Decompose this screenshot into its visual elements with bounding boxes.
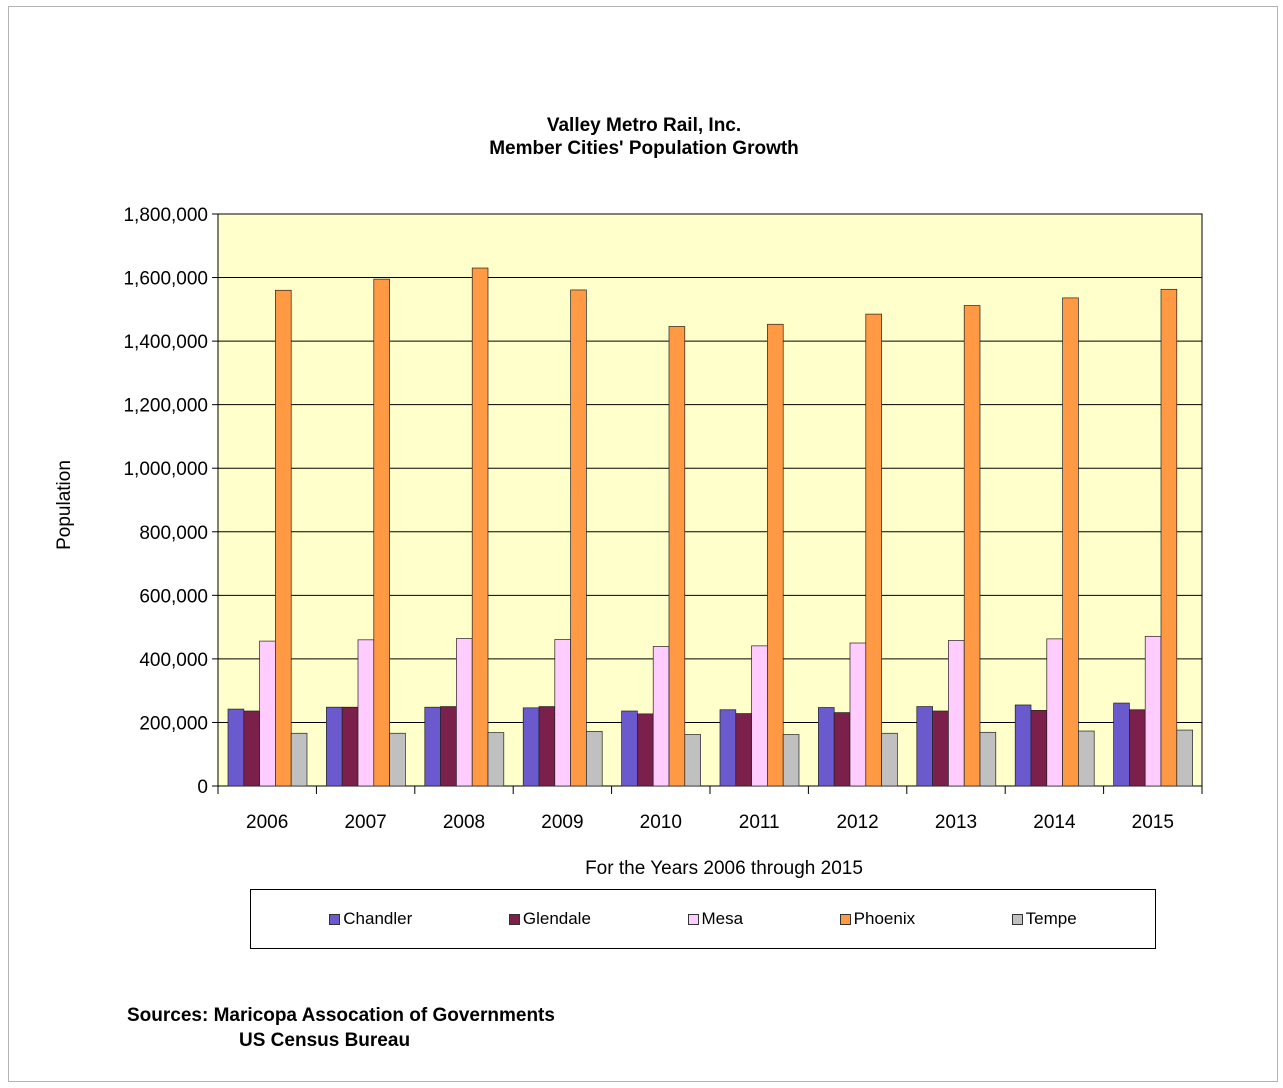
- x-axis-label: For the Years 2006 through 2015: [585, 858, 863, 879]
- legend-swatch: [329, 913, 341, 925]
- legend-item-tempe: Tempe: [1011, 909, 1077, 929]
- legend-label: Glendale: [522, 909, 591, 928]
- bar-phoenix-2011: [767, 323, 784, 787]
- bar-chandler-2010: [621, 710, 638, 787]
- bar-tempe-2013: [979, 731, 997, 787]
- bar-tempe-2015: [1176, 729, 1193, 787]
- bar-phoenix-2008: [471, 267, 489, 787]
- bar-chandler-2007: [326, 706, 343, 787]
- bar-glendale-2013: [932, 710, 949, 787]
- x-tick-label: 2013: [935, 812, 977, 833]
- bars: [227, 267, 1193, 787]
- bar-chandler-2012: [818, 707, 835, 787]
- bar-glendale-2008: [440, 706, 457, 787]
- y-tick-label: 0: [197, 777, 208, 798]
- bar-chandler-2008: [424, 706, 441, 787]
- bar-mesa-2014: [1046, 638, 1063, 787]
- legend-item-glendale: Glendale: [508, 909, 591, 929]
- bar-glendale-2007: [341, 706, 359, 787]
- bar-glendale-2011: [735, 713, 752, 787]
- y-tick-label: 600,000: [139, 586, 208, 607]
- legend-swatch: [508, 913, 520, 925]
- bar-mesa-2011: [751, 645, 768, 787]
- bar-tempe-2010: [684, 734, 701, 787]
- bar-mesa-2013: [948, 640, 965, 787]
- legend-label: Tempe: [1025, 909, 1077, 928]
- bar-glendale-2015: [1129, 709, 1146, 787]
- bar-chandler-2014: [1014, 704, 1032, 787]
- x-tick-label: 2007: [344, 812, 386, 833]
- bar-mesa-2012: [849, 642, 867, 787]
- bar-chandler-2009: [522, 707, 540, 787]
- bar-chandler-2006: [227, 708, 245, 787]
- bar-tempe-2008: [487, 732, 505, 787]
- bar-mesa-2009: [554, 639, 571, 787]
- bar-glendale-2006: [243, 710, 260, 787]
- bar-phoenix-2012: [865, 313, 882, 787]
- chart-title: Valley Metro Rail, Inc.: [547, 115, 741, 136]
- x-tick-label: 2009: [541, 812, 583, 833]
- legend-item-chandler: Chandler: [329, 909, 412, 929]
- bar-glendale-2014: [1030, 710, 1048, 787]
- legend-label: Mesa: [701, 909, 744, 928]
- x-tick-label: 2006: [246, 812, 288, 833]
- x-tick-label: 2011: [739, 812, 780, 833]
- y-axis: 0 200,000 400,000 600,000 800,000 1,000,000 1,…: [123, 205, 218, 798]
- legend-item-phoenix: Phoenix: [839, 909, 916, 929]
- bar-tempe-2007: [389, 732, 406, 787]
- bar-mesa-2007: [357, 639, 375, 787]
- bar-mesa-2015: [1144, 635, 1162, 787]
- x-tick-label: 2012: [836, 812, 878, 833]
- bar-tempe-2014: [1078, 730, 1095, 787]
- population-bar-chart: Valley Metro Rail, Inc. Member Cities' P…: [54, 115, 1203, 879]
- bar-glendale-2009: [538, 706, 556, 787]
- bar-mesa-2010: [652, 646, 670, 787]
- y-tick-label: 1,600,000: [123, 269, 208, 290]
- sources-note: Sources: Maricopa Assocation of Governme…: [127, 1003, 555, 1053]
- bar-glendale-2010: [637, 713, 654, 787]
- bar-chandler-2011: [719, 709, 737, 787]
- chart-legend: Chandler Glendale Mesa Phoenix Tempe: [250, 889, 1156, 949]
- chart-page: Valley Metro Rail, Inc. Member Cities' P…: [8, 6, 1278, 1082]
- bar-tempe-2011: [782, 734, 800, 787]
- bar-mesa-2006: [259, 640, 276, 787]
- bar-phoenix-2013: [963, 305, 981, 787]
- bar-tempe-2006: [290, 732, 308, 787]
- legend-swatch: [687, 913, 699, 925]
- y-tick-label: 200,000: [139, 713, 208, 734]
- y-tick-label: 800,000: [139, 523, 208, 544]
- sources-line-1: Sources: Maricopa Assocation of Governme…: [127, 1005, 555, 1026]
- bar-mesa-2008: [456, 638, 473, 787]
- bar-glendale-2012: [833, 712, 851, 787]
- legend-label: Phoenix: [853, 909, 916, 928]
- x-tick-label: 2014: [1033, 812, 1076, 833]
- legend-swatch: [1011, 913, 1023, 925]
- x-tick-label: 2010: [640, 812, 682, 833]
- bar-tempe-2012: [881, 732, 898, 787]
- x-tick-label: 2008: [443, 812, 485, 833]
- y-tick-label: 1,200,000: [123, 396, 208, 417]
- legend-label: Chandler: [343, 909, 413, 928]
- bar-phoenix-2010: [668, 326, 686, 787]
- bar-chandler-2013: [916, 706, 933, 787]
- chart-subtitle: Member Cities' Population Growth: [489, 138, 799, 159]
- legend-item-mesa: Mesa: [687, 909, 744, 929]
- y-tick-label: 1,000,000: [123, 459, 208, 480]
- legend-swatch: [839, 913, 851, 925]
- sources-line-2: US Census Bureau: [239, 1030, 411, 1051]
- x-tick-label: 2015: [1132, 812, 1174, 833]
- y-tick-label: 1,800,000: [123, 205, 208, 226]
- bar-tempe-2009: [586, 730, 603, 787]
- x-axis: 2006 2007 2008 2009 2010 2011 2012 2013 2014 2015: [217, 786, 1203, 833]
- y-tick-label: 1,400,000: [123, 332, 208, 353]
- bar-phoenix-2007: [373, 278, 390, 787]
- bar-phoenix-2009: [570, 289, 587, 787]
- bar-phoenix-2015: [1160, 288, 1178, 787]
- y-axis-label: Population: [54, 460, 75, 550]
- bar-phoenix-2014: [1062, 297, 1079, 787]
- bar-phoenix-2006: [275, 289, 292, 787]
- bar-chandler-2015: [1113, 702, 1130, 787]
- y-tick-label: 400,000: [139, 650, 208, 671]
